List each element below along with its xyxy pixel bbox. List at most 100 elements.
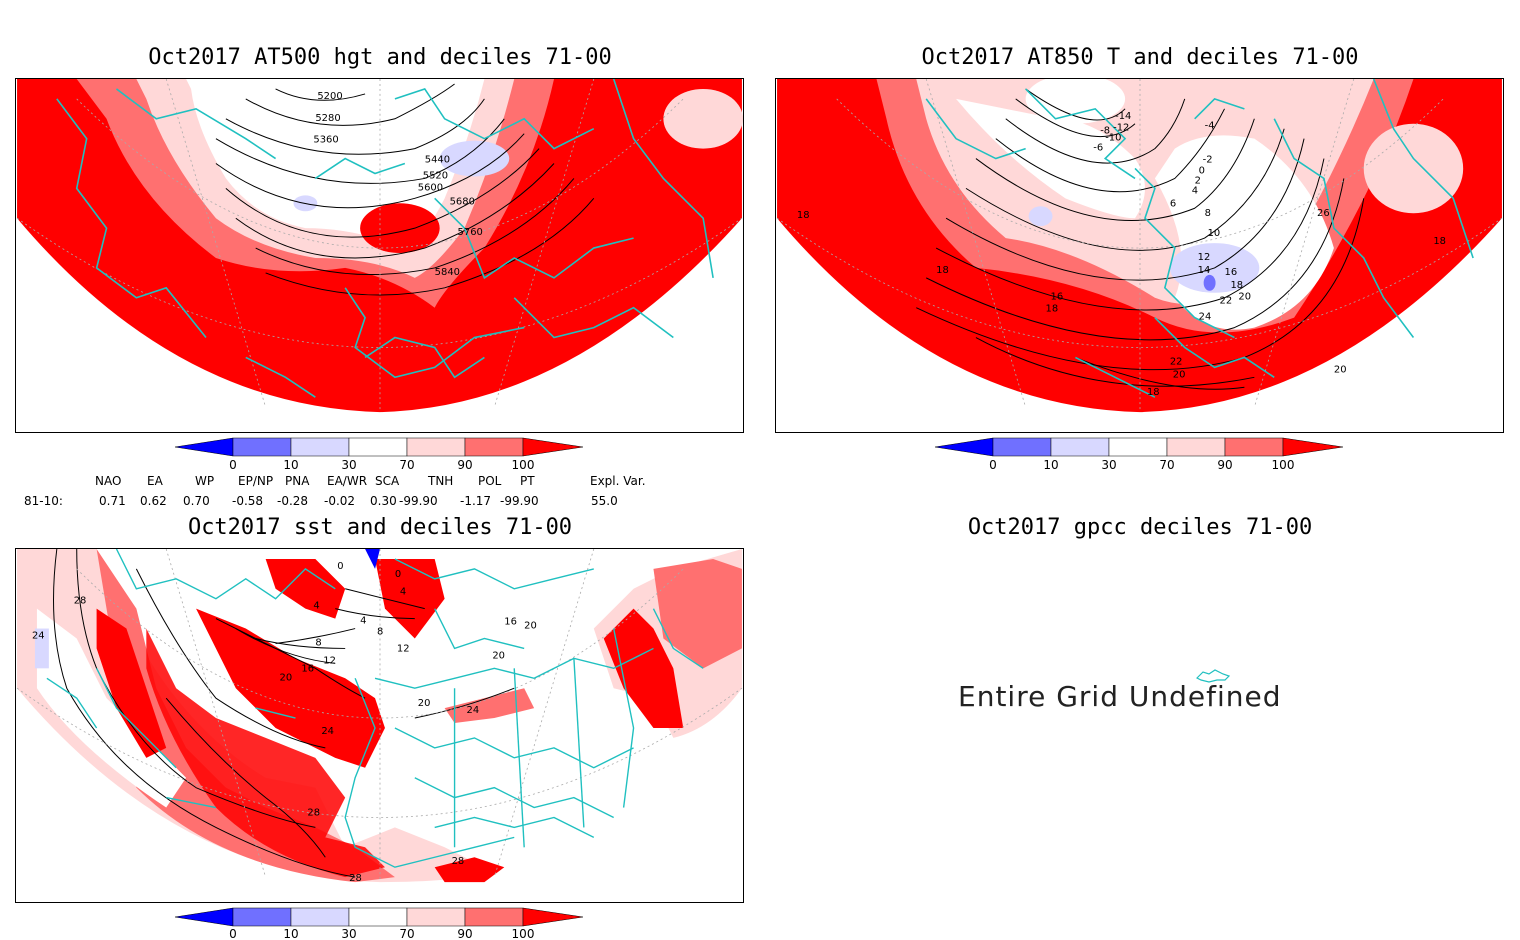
contour-label: 26 <box>1317 208 1330 219</box>
map-t850: -14 -12 -10 -8 -6 -4 -2 0 2 4 6 8 10 12 … <box>776 79 1503 413</box>
tc-header: PNA <box>285 474 310 488</box>
colorbar-tick: 30 <box>341 458 356 472</box>
contour-label: -2 <box>1203 155 1213 166</box>
contour-label: 22 <box>1170 356 1183 367</box>
contour-label: 12 <box>1198 252 1211 263</box>
contour-label: 18 <box>1147 387 1160 398</box>
contour-label: 20 <box>418 698 431 709</box>
tc-value: -1.17 <box>460 494 492 508</box>
contour-label: 8 <box>377 627 383 638</box>
contour-label: 22 <box>1220 296 1233 307</box>
colorbar-tick: 0 <box>989 458 997 472</box>
map-sst: 28 24 0 0 4 4 4 8 8 12 16 12 20 24 20 24… <box>16 549 743 884</box>
contour-label: 28 <box>74 596 87 607</box>
tc-header: WP <box>195 474 215 488</box>
tc-value: -99.90 <box>500 494 539 508</box>
colorbar-segment <box>934 437 994 457</box>
teleconnection-value-row: 81-10: 0.71 0.62 0.70 -0.58 -0.28 -0.02 … <box>20 494 720 514</box>
contour-label: 5760 <box>458 227 483 238</box>
colorbar-tick: 0 <box>229 927 237 940</box>
contour-label: 5680 <box>450 196 475 207</box>
colorbar-tick: 70 <box>399 458 414 472</box>
colorbar-segment <box>232 437 292 457</box>
contour-label: 4 <box>400 587 406 598</box>
contour-label: 16 <box>504 617 517 628</box>
colorbar-segment <box>1108 437 1168 457</box>
contour-label: -8 <box>1100 126 1110 137</box>
tc-header: EA <box>147 474 163 488</box>
contour-label: 18 <box>797 210 810 221</box>
tc-value: -99.90 <box>399 494 438 508</box>
colorbar-segment <box>522 437 584 457</box>
contour-label: 5840 <box>435 267 460 278</box>
contour-label: 5280 <box>315 113 340 124</box>
colorbar-segment <box>290 907 350 927</box>
contour-label: 10 <box>1208 228 1221 239</box>
map-hgt500: 5200 5280 5360 5440 5520 5600 5680 5760 … <box>16 79 743 413</box>
map-panel-sst: 28 24 0 0 4 4 4 8 8 12 16 12 20 24 20 24… <box>15 548 744 903</box>
colorbar-tick: 70 <box>1159 458 1174 472</box>
contour-label: 5520 <box>423 170 448 181</box>
colorbar-segment <box>348 437 408 457</box>
contour-label: 20 <box>492 650 505 661</box>
colorbar-segment <box>464 437 524 457</box>
undefined-grid-message: Entire Grid Undefined <box>958 680 1282 713</box>
contour-label: 18 <box>1046 304 1059 315</box>
contour-label: 4 <box>1192 185 1198 196</box>
colorbar-segment <box>522 907 584 927</box>
contour-label: 0 <box>395 569 401 580</box>
contour-label: 18 <box>1230 280 1243 291</box>
tc-header: TNH <box>428 474 454 488</box>
contour-label: 16 <box>301 663 314 674</box>
tc-value: 0.71 <box>99 494 126 508</box>
tc-row-label: 81-10: <box>24 494 63 508</box>
tc-value: -0.58 <box>232 494 264 508</box>
tc-header: EA/WR <box>327 474 368 488</box>
contour-label: 14 <box>1198 265 1211 276</box>
contour-label: 5200 <box>317 91 342 102</box>
contour-label: 16 <box>1051 292 1064 303</box>
contour-label: 18 <box>936 265 949 276</box>
contour-label: 20 <box>280 672 293 683</box>
contour-label: 4 <box>313 601 319 612</box>
colorbar-segment <box>1282 437 1344 457</box>
contour-label: 20 <box>1173 369 1186 380</box>
colorbar-segment <box>406 437 466 457</box>
small-coastline-fragment <box>1195 669 1231 683</box>
panel-title-hgt500: Oct2017 AT500 hgt and deciles 71-00 <box>148 45 612 70</box>
colorbar-segment <box>348 907 408 927</box>
contour-label: 20 <box>1238 292 1251 303</box>
contour-label: 28 <box>452 856 465 867</box>
colorbar-segment <box>406 907 466 927</box>
contour-label: 16 <box>1225 267 1238 278</box>
colorbar-tick: 0 <box>229 458 237 472</box>
tc-value: 0.30 <box>370 494 397 508</box>
colorbar-segment <box>174 907 234 927</box>
tc-value: 55.0 <box>591 494 618 508</box>
colorbar-tick: 90 <box>1217 458 1232 472</box>
colorbar-tick: 30 <box>1101 458 1116 472</box>
contour-label: 0 <box>1199 165 1205 176</box>
colorbar-tick: 90 <box>457 458 472 472</box>
contour-label: 5360 <box>313 135 338 146</box>
contour-label: 4 <box>360 616 366 627</box>
colorbar-tick: 100 <box>512 927 535 940</box>
colorbar-sst: 0 10 30 70 90 100 <box>174 907 585 940</box>
colorbar-segment <box>290 437 350 457</box>
contour-label: 5600 <box>418 182 443 193</box>
tc-header: NAO <box>95 474 122 488</box>
colorbar-segment <box>992 437 1052 457</box>
contour-label: 6 <box>1170 198 1176 209</box>
map-panel-hgt500: 5200 5280 5360 5440 5520 5600 5680 5760 … <box>15 78 744 433</box>
contour-label: 24 <box>321 726 334 737</box>
colorbar-tick: 10 <box>283 927 298 940</box>
contour-label: -12 <box>1113 123 1129 134</box>
colorbar-segment <box>1224 437 1284 457</box>
contour-label: 18 <box>1433 236 1446 247</box>
contour-label: 20 <box>524 621 537 632</box>
contour-label: 0 <box>337 561 343 572</box>
contour-label: 28 <box>307 807 320 818</box>
contour-label: 2 <box>1195 175 1201 186</box>
colorbar-tick: 100 <box>1272 458 1295 472</box>
panel-title-t850: Oct2017 AT850 T and deciles 71-00 <box>921 45 1359 70</box>
